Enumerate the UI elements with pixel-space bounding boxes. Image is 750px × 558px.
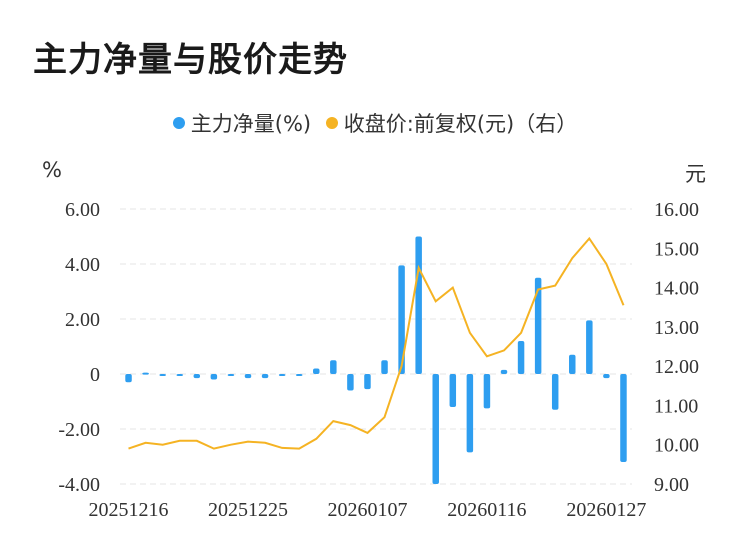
left-tick-label: 0 [90, 364, 100, 386]
right-tick-label: 16.00 [654, 199, 699, 221]
bar [210, 374, 218, 380]
price-line [128, 236, 625, 450]
bar [500, 369, 508, 374]
right-tick-label: 15.00 [654, 238, 699, 260]
bar [551, 374, 559, 410]
bar [313, 368, 320, 374]
left-axis-unit: % [42, 158, 62, 182]
right-tick-label: 14.00 [654, 278, 699, 300]
bar [398, 265, 405, 374]
bar [517, 341, 525, 374]
bar [347, 374, 354, 391]
legend-label-net-volume: 主力净量(%) [190, 112, 312, 136]
right-tick-label: 10.00 [654, 435, 699, 457]
legend-item-net-volume[interactable]: 主力净量(%) [172, 108, 312, 138]
right-tick-label: 11.00 [654, 395, 698, 417]
x-tick-label: 20251225 [208, 499, 288, 521]
bar [432, 374, 439, 484]
bar [330, 360, 337, 374]
bar [278, 374, 286, 376]
bar [364, 374, 371, 390]
bar [125, 374, 132, 383]
bar [261, 374, 269, 379]
right-tick-label: 9.00 [654, 474, 689, 496]
bar [176, 374, 183, 376]
bar [244, 374, 252, 379]
bar [193, 374, 201, 379]
left-tick-label: -4.00 [58, 474, 100, 496]
x-tick-label: 20260107 [327, 499, 407, 521]
bar [415, 236, 422, 374]
bar [449, 374, 457, 407]
bar [586, 320, 593, 374]
bar [620, 374, 627, 462]
bar [381, 360, 388, 374]
legend-dot-bar-icon [172, 117, 185, 129]
right-axis-unit: 元 [685, 162, 706, 186]
bar [483, 374, 491, 409]
bar [603, 374, 610, 379]
bar [142, 372, 149, 375]
x-tick-label: 20260127 [566, 499, 646, 521]
legend-item-close-price[interactable]: 收盘价:前复权(元)（右） [325, 108, 578, 138]
bar [534, 277, 542, 374]
x-tick-label: 20251216 [89, 499, 169, 521]
bar [295, 374, 303, 376]
bar [227, 374, 235, 376]
bar [466, 374, 474, 453]
bar [159, 374, 166, 376]
legend: 主力净量(%) 收盘价:前复权(元)（右） [0, 108, 750, 138]
x-tick-label: 20260116 [447, 499, 526, 521]
left-tick-label: 6.00 [65, 199, 100, 221]
chart-title: 主力净量与股价走势 [33, 40, 348, 80]
right-tick-label: 12.00 [654, 356, 699, 378]
left-tick-label: 2.00 [65, 309, 100, 331]
legend-dot-line-icon [325, 117, 338, 129]
left-tick-label: -2.00 [58, 419, 100, 441]
bar [569, 354, 576, 374]
right-tick-label: 13.00 [654, 317, 699, 339]
left-tick-label: 4.00 [65, 254, 100, 276]
legend-label-close-price: 收盘价:前复权(元)（右） [343, 112, 578, 136]
